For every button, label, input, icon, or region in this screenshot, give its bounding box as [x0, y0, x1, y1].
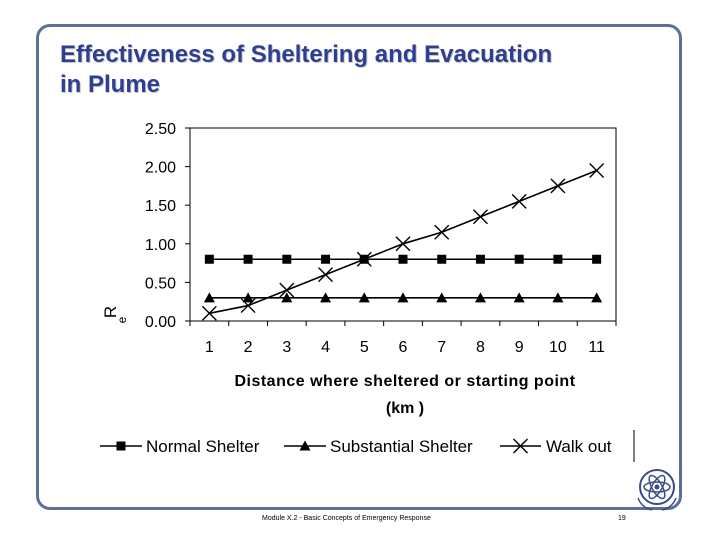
data-point [434, 224, 450, 240]
slide-title: Effectiveness of Sheltering and Evacuati… [60, 40, 680, 100]
x-tick-label: 3 [282, 339, 291, 356]
data-point [592, 254, 602, 264]
data-point [437, 254, 447, 264]
x-tick-label: 2 [244, 339, 253, 356]
y-tick-label: 1.00 [145, 237, 176, 254]
data-point [550, 178, 566, 194]
x-tick-label: 6 [399, 339, 408, 356]
legend-item: Walk out [500, 437, 612, 456]
x-axis-label-unit: (km ) [386, 400, 424, 417]
legend-item: Normal Shelter [100, 437, 260, 456]
y-tick-label: 2.50 [145, 121, 176, 138]
x-tick-label: 7 [437, 339, 446, 356]
x-tick-label: 8 [476, 339, 485, 356]
x-tick-label: 9 [515, 339, 524, 356]
slide-title-line-1: Effectiveness of Sheltering and Evacuati… [60, 41, 553, 68]
slide-title-line-2: in Plume [60, 71, 161, 98]
series-walk-out [201, 162, 605, 321]
data-point [358, 292, 370, 303]
series-substantial-shelter [203, 292, 603, 303]
y-axis-label: R [101, 306, 120, 318]
y-tick-label: 0.00 [145, 314, 176, 331]
data-point [553, 254, 563, 264]
data-point [472, 209, 488, 225]
data-point [320, 292, 332, 303]
y-tick-label: 2.00 [145, 160, 176, 177]
x-axis: 1 2 3 4 5 6 7 8 9 10 11 [189, 321, 617, 356]
data-point [395, 236, 411, 252]
legend-label: Substantial Shelter [330, 437, 473, 456]
data-point [589, 162, 605, 178]
x-axis-label: Distance where sheltered or starting poi… [234, 373, 575, 390]
data-point [591, 292, 603, 303]
x-tick-label: 1 [205, 339, 214, 356]
data-point [356, 251, 372, 267]
legend-marker [116, 441, 126, 451]
series-layer [201, 162, 605, 321]
data-point [474, 292, 486, 303]
legend-item: Substantial Shelter [284, 437, 473, 456]
legend-label: Normal Shelter [146, 437, 260, 456]
data-point [511, 193, 527, 209]
legend-marker [299, 440, 311, 451]
data-point [279, 282, 295, 298]
legend-label: Walk out [546, 437, 612, 456]
iaea-logo-icon [637, 469, 677, 511]
page-number: 19 [618, 515, 626, 522]
data-point [514, 254, 524, 264]
y-tick-label: 1.50 [145, 198, 176, 215]
data-point [513, 292, 525, 303]
x-tick-label: 11 [588, 339, 605, 356]
slide-frame [36, 24, 682, 510]
data-point [318, 267, 334, 283]
data-point [204, 254, 214, 264]
x-tick-label: 10 [549, 339, 567, 356]
legend: Normal Shelter Substantial Shelter Walk ou… [100, 437, 612, 456]
data-point [243, 254, 253, 264]
series-line [209, 169, 597, 315]
data-point [552, 292, 564, 303]
x-tick-label: 4 [321, 339, 330, 356]
data-point [398, 254, 408, 264]
data-point [203, 292, 215, 303]
data-point [240, 298, 256, 314]
data-point [201, 305, 217, 321]
series-normal-shelter [204, 254, 602, 264]
plot-area [189, 127, 617, 322]
data-point [475, 254, 485, 264]
y-tick-label: 0.50 [145, 275, 176, 292]
legend-marker [513, 438, 528, 454]
data-point [242, 292, 254, 303]
footer-text: Module X.2 - Basic Concepts of Emergency… [262, 515, 431, 522]
data-point [397, 292, 409, 303]
y-axis: 0.00 0.50 1.00 1.50 2.00 2.50 [145, 121, 190, 331]
data-point [282, 254, 292, 264]
data-point [321, 254, 331, 264]
x-tick-label: 5 [360, 339, 369, 356]
y-axis-label-subscript: e [115, 316, 129, 323]
data-point [281, 292, 293, 303]
data-point [436, 292, 448, 303]
